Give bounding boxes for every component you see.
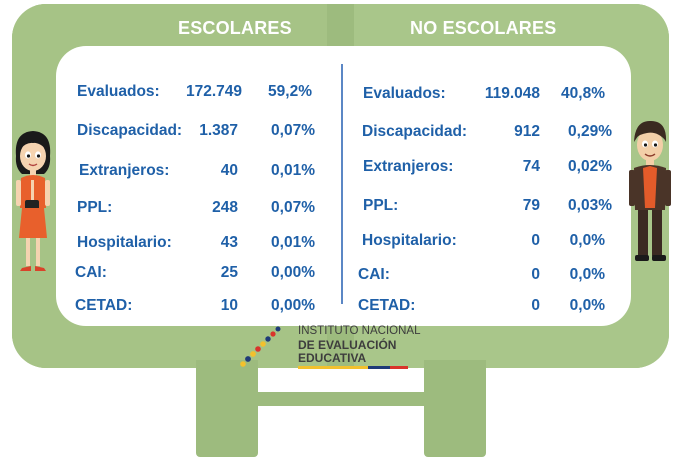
noesc-count-extranjeros: 74 — [522, 158, 540, 175]
esc-pct-discapacidad: 0,07% — [271, 122, 315, 139]
logo-flag-red — [390, 366, 408, 369]
esc-pct-hospitalario: 0,01% — [271, 234, 315, 251]
noesc-count-discapacidad: 912 — [514, 123, 540, 140]
logo-line-1: INSTITUTO NACIONAL — [298, 325, 421, 337]
esc-pct-extranjeros: 0,01% — [271, 162, 315, 179]
stats-panel — [56, 46, 631, 326]
logo-line-3: EDUCATIVA — [298, 351, 367, 365]
noesc-pct-evaluados: 40,8% — [561, 85, 605, 102]
esc-label-extranjeros: Extranjeros: — [79, 162, 170, 179]
board-leg-left — [196, 360, 258, 457]
noesc-pct-hospitalario: 0,0% — [569, 232, 605, 249]
ineval-logo-mark — [240, 326, 281, 367]
esc-pct-ppl: 0,07% — [271, 199, 315, 216]
header-escolares: ESCOLARES — [178, 18, 292, 38]
noesc-label-discapacidad: Discapacidad: — [362, 123, 468, 140]
esc-label-cai: CAI: — [75, 264, 107, 281]
esc-count-evaluados: 172.749 — [185, 83, 242, 100]
esc-count-hospitalario: 43 — [220, 234, 238, 251]
esc-label-evaluados: Evaluados: — [77, 83, 160, 100]
noesc-count-evaluados: 119.048 — [484, 85, 540, 102]
noesc-label-extranjeros: Extranjeros: — [363, 158, 454, 175]
noesc-label-evaluados: Evaluados: — [363, 85, 446, 102]
woman-illustration — [15, 131, 51, 271]
header-no-escolares: NO ESCOLARES — [410, 18, 557, 38]
noesc-pct-cai: 0,0% — [569, 266, 605, 283]
esc-label-discapacidad: Discapacidad: — [77, 122, 183, 139]
esc-label-hospitalario: Hospitalario: — [77, 234, 172, 251]
esc-count-extranjeros: 40 — [220, 162, 238, 179]
logo-flag-blue — [368, 366, 390, 369]
noesc-count-cetad: 0 — [531, 297, 540, 314]
esc-label-cetad: CETAD: — [75, 297, 133, 314]
man-illustration — [629, 120, 671, 261]
esc-pct-evaluados: 59,2% — [268, 83, 312, 100]
esc-count-cai: 25 — [220, 264, 238, 281]
logo-line-2: DE EVALUACIÓN — [298, 338, 397, 352]
noesc-label-cetad: CETAD: — [358, 297, 416, 314]
esc-pct-cai: 0,00% — [271, 264, 315, 281]
noesc-count-ppl: 79 — [522, 197, 540, 214]
noesc-pct-cetad: 0,0% — [569, 297, 605, 314]
logo-flag-yellow — [298, 366, 368, 369]
column-divider — [341, 64, 343, 304]
esc-pct-cetad: 0,00% — [271, 297, 315, 314]
noesc-pct-discapacidad: 0,29% — [568, 123, 612, 140]
noesc-count-hospitalario: 0 — [531, 232, 540, 249]
noesc-count-cai: 0 — [531, 266, 540, 283]
esc-label-ppl: PPL: — [77, 199, 113, 216]
esc-count-ppl: 248 — [212, 199, 238, 216]
esc-count-discapacidad: 1.387 — [199, 122, 238, 139]
esc-count-cetad: 10 — [220, 297, 238, 314]
noesc-label-ppl: PPL: — [363, 197, 399, 214]
board-leg-right — [424, 360, 486, 457]
noesc-label-cai: CAI: — [358, 266, 390, 283]
noesc-pct-extranjeros: 0,02% — [568, 158, 612, 175]
noesc-pct-ppl: 0,03% — [568, 197, 612, 214]
board-crossbar — [196, 392, 486, 406]
noesc-label-hospitalario: Hospitalario: — [362, 232, 457, 249]
